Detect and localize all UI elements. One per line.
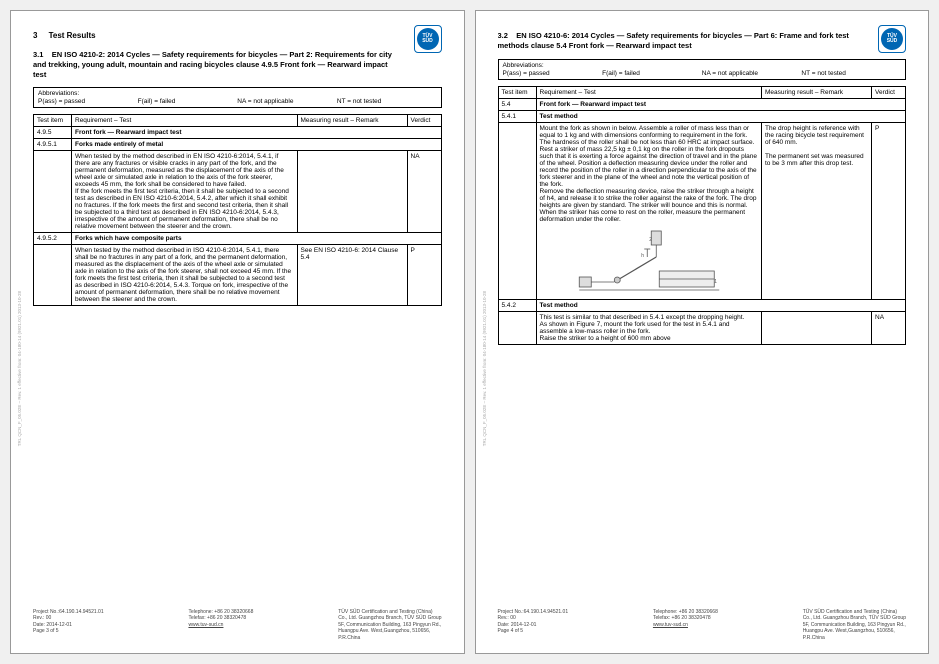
table-row: 4.9.5.1 Forks made entirely of metal [34,139,442,151]
footer: Project No.:64.190.14.94521.01 Rev.: 00 … [498,601,907,642]
logo-text-2: SÜD [422,39,433,44]
footer-right: TÜV SÜD Certification and Testing (China… [803,609,906,642]
side-text: TRL QCN_F_05.02E – Rev. 1 effective from… [482,291,487,446]
test-table: Test item Requirement – Test Measuring r… [33,114,442,306]
cell-result: See EN ISO 4210-6: 2014 Clause 5.4 [297,245,407,306]
cell-item [498,122,536,299]
table-row: When tested by the method described in E… [34,151,442,233]
cell-item: 5.4.1 [498,110,536,122]
table-row: 5.4.1 Test method [498,110,906,122]
cell-item [34,245,72,306]
cell-item [498,311,536,344]
cell-verdict: P [872,122,906,299]
cell-item: 4.9.5 [34,127,72,139]
cell-req: Forks made entirely of metal [72,139,442,151]
table-row: 4.9.5.2 Forks which have composite parts [34,233,442,245]
cell-verdict: NA [872,311,906,344]
cell-req: Front fork — Rearward impact test [536,98,906,110]
page-left: TÜV SÜD TRL QCN_F_05.02E – Rev. 1 effect… [10,10,465,654]
side-text: TRL QCN_F_05.02E – Rev. 1 effective from… [17,291,22,446]
cell-result: The drop height is reference with the ra… [762,122,872,299]
col-header-verdict: Verdict [407,115,441,127]
cell-item: 4.9.5.1 [34,139,72,151]
cell-verdict: P [407,245,441,306]
tuv-logo: TÜV SÜD [878,25,906,53]
section-head: 3 Test Results [33,31,442,40]
cell-result [297,151,407,233]
table-row: 4.9.5 Front fork — Rearward impact test [34,127,442,139]
abbreviation-box: Abbreviations: P(ass) = passed F(ail) = … [33,87,442,108]
footer-mid: Telephone: +86 20 38320668 Telefax: +86 … [653,609,718,642]
fork-diagram: 2 h 1 [540,227,759,297]
cell-req: Forks which have composite parts [72,233,442,245]
col-header-req: Requirement – Test [72,115,298,127]
svg-text:1: 1 [714,279,717,285]
abbreviation-box: Abbreviations: P(ass) = passed F(ail) = … [498,59,907,80]
footer: Project No.:64.190.14.94521.01 Rev.: 00 … [33,601,442,642]
page-right: TÜV SÜD TRL QCN_F_05.02E – Rev. 1 effect… [475,10,930,654]
table-row: 5.4.2 Test method [498,299,906,311]
cell-item: 4.9.5.2 [34,233,72,245]
cell-result [762,311,872,344]
table-row: When tested by the method described in I… [34,245,442,306]
footer-right: TÜV SÜD Certification and Testing (China… [338,609,441,642]
table-row: 5.4 Front fork — Rearward impact test [498,98,906,110]
col-header-item: Test item [34,115,72,127]
table-row: Mount the fork as shown in below. Assemb… [498,122,906,299]
footer-left: Project No.:64.190.14.94521.01 Rev.: 00 … [33,609,104,642]
cell-req: Test method [536,110,906,122]
col-header-result: Measuring result – Remark [297,115,407,127]
footer-mid: Telephone: +86 20 38320668 Telefax: +86 … [188,609,253,642]
svg-text:h: h [641,253,644,259]
cell-item [34,151,72,233]
cell-item: 5.4 [498,98,536,110]
cell-req: Test method [536,299,906,311]
subsection-title: 3.2 EN ISO 4210-6: 2014 Cycles — Safety … [498,31,907,51]
cell-item: 5.4.2 [498,299,536,311]
col-header-result: Measuring result – Remark [762,86,872,98]
logo-text-2: SÜD [887,39,898,44]
cell-req: When tested by the method described in E… [72,151,298,233]
subsection-title: 3.1 EN ISO 4210-2: 2014 Cycles — Safety … [33,50,442,79]
cell-req: This test is similar to that described i… [536,311,762,344]
cell-req: Mount the fork as shown in below. Assemb… [536,122,762,299]
cell-req: When tested by the method described in I… [72,245,298,306]
col-header-item: Test item [498,86,536,98]
col-header-verdict: Verdict [872,86,906,98]
col-header-req: Requirement – Test [536,86,762,98]
test-table: Test item Requirement – Test Measuring r… [498,86,907,345]
svg-text:2: 2 [649,237,652,243]
cell-req: Front fork — Rearward impact test [72,127,442,139]
footer-left: Project No.:64.190.14.94521.01 Rev.: 00 … [498,609,569,642]
cell-verdict: NA [407,151,441,233]
table-row: This test is similar to that described i… [498,311,906,344]
tuv-logo: TÜV SÜD [414,25,442,53]
